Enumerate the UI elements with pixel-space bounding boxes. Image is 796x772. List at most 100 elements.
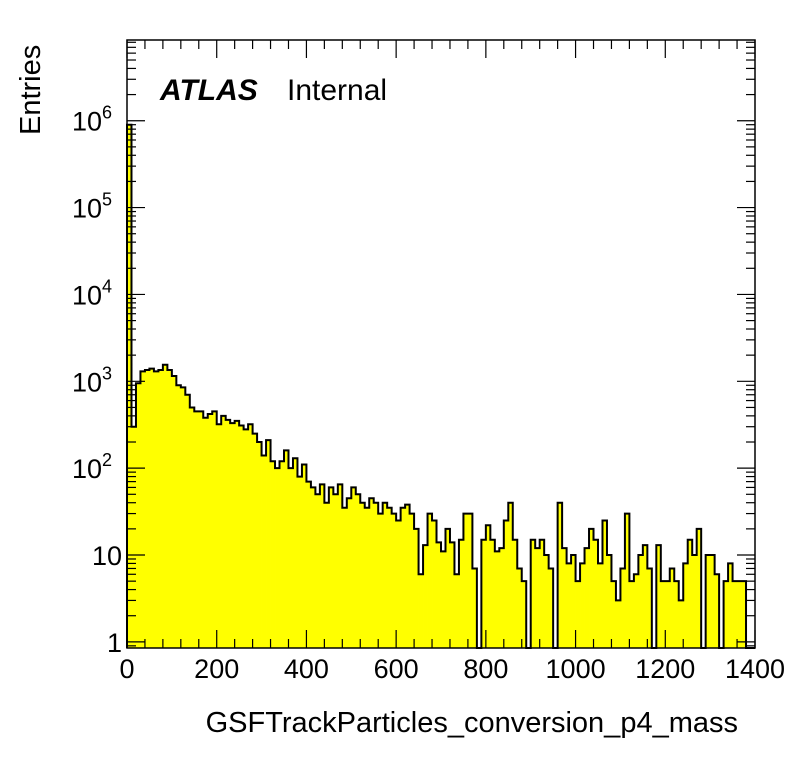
histogram-bar xyxy=(288,468,294,648)
y-tick-label: 1 xyxy=(107,628,122,658)
histogram-bar xyxy=(669,568,675,648)
histogram-bar xyxy=(396,520,402,648)
histogram-bar xyxy=(732,581,738,648)
histogram-bar xyxy=(638,555,644,648)
histogram-bar xyxy=(741,581,747,648)
histogram-bar xyxy=(463,513,469,648)
histogram-bar xyxy=(355,494,361,648)
histogram-bar xyxy=(360,502,366,648)
histogram-bar xyxy=(445,528,451,648)
histogram-bar xyxy=(535,548,541,648)
histogram-bar xyxy=(351,487,357,648)
histogram-bar xyxy=(485,525,491,648)
histogram-bar xyxy=(315,494,321,648)
histogram-bar xyxy=(624,513,630,648)
histogram-bar xyxy=(687,539,693,648)
histogram-bar xyxy=(212,411,218,648)
histogram-bar xyxy=(266,440,271,648)
histogram-bar xyxy=(306,481,312,648)
histogram-bar xyxy=(162,364,168,648)
histogram-bars xyxy=(127,124,747,648)
histogram-bar xyxy=(328,487,334,648)
histogram-bar xyxy=(270,461,276,648)
histogram-bar xyxy=(284,450,289,648)
histogram-bar xyxy=(149,368,155,648)
histogram-bar xyxy=(436,542,442,648)
x-tick-label: 1400 xyxy=(725,654,785,684)
x-tick-label: 400 xyxy=(284,654,329,684)
atlas-label: ATLAS xyxy=(159,74,258,107)
histogram-bar xyxy=(454,574,460,648)
internal-label: Internal xyxy=(287,74,387,107)
histogram-bar xyxy=(301,464,307,648)
histogram-bar xyxy=(481,539,487,648)
histogram-bar xyxy=(539,539,545,648)
histogram-bar xyxy=(230,423,236,648)
x-tick-label: 1200 xyxy=(635,654,695,684)
histogram-bar xyxy=(310,487,316,648)
histogram-bar xyxy=(364,507,370,648)
histogram-bar xyxy=(387,507,393,648)
histogram-bar xyxy=(647,568,653,648)
histogram-bar xyxy=(239,425,245,648)
histogram-bar xyxy=(221,415,227,648)
histogram-bar xyxy=(378,513,384,648)
histogram-bar xyxy=(297,476,303,648)
histogram-bar xyxy=(248,424,253,648)
histogram-bar xyxy=(467,513,473,648)
histogram-bar xyxy=(584,548,590,648)
histogram-bar xyxy=(319,484,325,648)
histogram-bar xyxy=(674,581,680,648)
histogram-bar xyxy=(508,502,514,648)
histogram-bar xyxy=(333,494,339,648)
histogram-bar xyxy=(598,563,603,648)
histogram-bar xyxy=(400,507,406,648)
histogram-bar xyxy=(418,574,424,648)
histogram-bar xyxy=(714,574,720,648)
histogram-bar xyxy=(557,502,563,648)
y-tick-label: 105 xyxy=(72,190,112,224)
histogram-bar xyxy=(611,581,617,648)
histogram-bar xyxy=(633,574,639,648)
histogram-bar xyxy=(517,568,523,648)
histogram-bar xyxy=(499,548,505,648)
histogram-bar xyxy=(373,502,379,648)
histogram-bar xyxy=(606,555,612,648)
histogram-bar xyxy=(405,504,410,648)
histogram-bar xyxy=(580,563,585,648)
histogram-bar xyxy=(449,542,455,648)
histogram-bar xyxy=(472,568,478,648)
histogram-bar xyxy=(135,383,141,648)
histogram-bar xyxy=(494,551,500,648)
histogram-bar xyxy=(180,387,186,648)
histogram-bar xyxy=(423,545,428,648)
histogram-bar xyxy=(490,539,496,648)
histogram-bar xyxy=(144,369,150,648)
histogram-bar xyxy=(593,539,599,648)
histogram-bar xyxy=(153,371,159,648)
histogram-bar xyxy=(198,411,204,648)
y-tick-label: 10 xyxy=(92,541,122,571)
histogram-bar xyxy=(342,507,348,648)
histogram-bar xyxy=(382,502,388,648)
histogram-bar xyxy=(642,545,648,648)
histogram-bar xyxy=(665,581,671,648)
histogram-bar xyxy=(562,548,567,648)
histogram-bar xyxy=(409,513,415,648)
x-tick-label: 0 xyxy=(119,654,134,684)
histogram-bar xyxy=(566,563,572,648)
histogram-bar xyxy=(225,419,231,648)
histogram-bar xyxy=(678,600,684,648)
histogram-bar xyxy=(629,581,635,648)
histogram-bar xyxy=(127,124,132,648)
histogram-bar xyxy=(414,528,419,648)
histogram-bar xyxy=(203,417,209,648)
histogram-bar xyxy=(503,520,509,648)
histogram-bar xyxy=(656,545,662,648)
histogram-bar xyxy=(292,458,298,648)
histogram-bar xyxy=(337,484,343,648)
plot-frame xyxy=(126,39,756,649)
y-tick-label: 106 xyxy=(72,103,112,137)
histogram-bar xyxy=(176,385,182,648)
